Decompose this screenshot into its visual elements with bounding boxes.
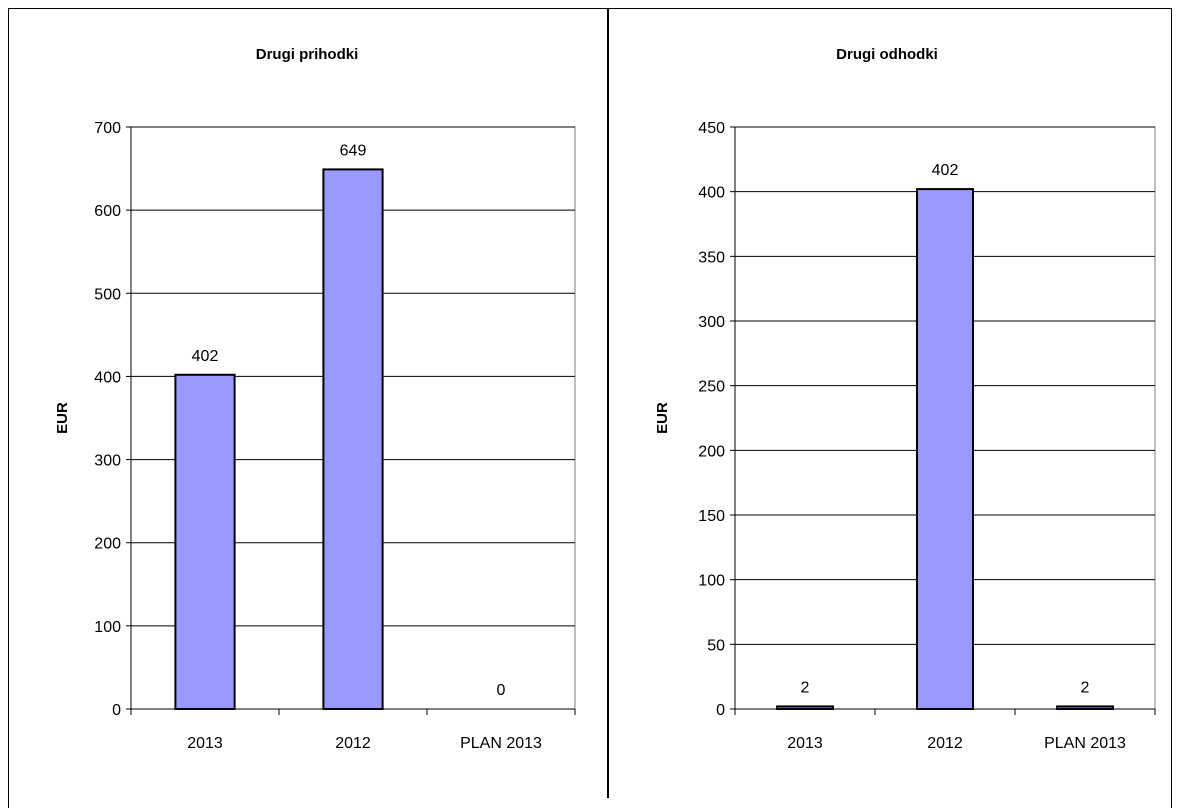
y-tick-label: 350	[698, 249, 725, 266]
y-tick-label: 100	[94, 619, 121, 636]
y-tick-label: 700	[94, 120, 121, 137]
y-tick-label: 400	[698, 185, 725, 202]
y-tick-label: 0	[716, 702, 725, 719]
x-tick-label: 2013	[787, 735, 823, 752]
y-tick-label: 100	[698, 573, 725, 590]
y-tick-label: 500	[94, 286, 121, 303]
x-tick-label: 2012	[927, 735, 963, 752]
y-tick-label: 200	[94, 536, 121, 553]
frame-border	[8, 8, 1172, 808]
y-tick-label: 300	[94, 453, 121, 470]
bar	[916, 188, 974, 710]
y-tick-label: 150	[698, 508, 725, 525]
bar	[322, 168, 384, 711]
x-tick-label: 2013	[187, 735, 223, 752]
x-tick-label: 2012	[335, 735, 371, 752]
data-label: 402	[192, 348, 219, 365]
y-tick-label: 200	[698, 443, 725, 460]
chart-drugi-prihodki: Drugi prihodki EUR 0 100 200 300 400 500 600 70…	[54, 46, 576, 752]
y-tick-label: 300	[698, 314, 725, 331]
x-tick-label: PLAN 2013	[460, 735, 542, 752]
chart-drugi-odhodki: Drugi odhodki EUR 0 50 100 150 200 250 300 350 4…	[654, 46, 1156, 752]
data-label: 0	[497, 682, 506, 699]
panel-divider	[607, 8, 609, 798]
charts-frame: Drugi prihodki EUR 0 100 200 300 400 500 600 70…	[8, 8, 1172, 808]
y-tick-label: 0	[112, 702, 121, 719]
y-axis-label: EUR	[654, 402, 671, 434]
data-label: 402	[932, 162, 959, 179]
y-tick-label: 50	[707, 637, 725, 654]
data-label: 2	[801, 679, 810, 696]
data-label: 2	[1081, 679, 1090, 696]
chart-title: Drugi odhodki	[836, 46, 938, 63]
y-tick-label: 450	[698, 120, 725, 137]
y-tick-label: 400	[94, 369, 121, 386]
x-tick-label: PLAN 2013	[1044, 735, 1126, 752]
chart-title: Drugi prihodki	[256, 46, 359, 63]
y-tick-label: 250	[698, 379, 725, 396]
y-tick-label: 600	[94, 203, 121, 220]
bar	[174, 373, 236, 710]
data-label: 649	[340, 142, 367, 159]
y-axis-label: EUR	[54, 402, 71, 434]
